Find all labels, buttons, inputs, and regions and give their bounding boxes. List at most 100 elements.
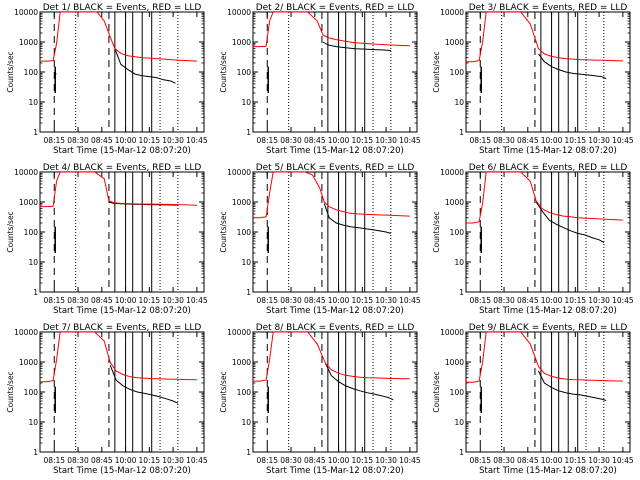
series-line-lld xyxy=(253,172,410,219)
y-axis-label: Counts/sec xyxy=(432,51,441,92)
y-axis-label: Counts/sec xyxy=(6,371,15,412)
y-axis-label: Counts/sec xyxy=(219,371,228,412)
y-tick-label: 10000 xyxy=(440,168,464,177)
y-tick-label: 1 xyxy=(246,288,251,297)
y-tick-label: 1 xyxy=(33,448,38,457)
y-tick-label: 100 xyxy=(237,68,252,77)
x-tick-label: 10:30 xyxy=(588,296,610,305)
panel-det-9: Det 9/ BLACK = Events, RED = LLD 1 10 100 10… xyxy=(432,323,634,476)
x-tick-label: 10:45 xyxy=(186,296,208,305)
x-tick-label: 10:15 xyxy=(565,136,587,145)
x-tick-label: 08:30 xyxy=(493,296,515,305)
series-group xyxy=(40,332,197,413)
panel-det-2: Det 2/ BLACK = Events, RED = LLD 1 10 100 10… xyxy=(219,3,421,156)
x-axis-label: Start Time (15-Mar-12 08:07:20) xyxy=(266,306,404,316)
marker-lines xyxy=(53,12,179,132)
series-group xyxy=(40,172,197,253)
x-tick-label: 08:15 xyxy=(43,456,65,465)
plot-frame xyxy=(465,331,631,453)
series-line-events xyxy=(538,53,607,80)
y-tick-label: 100 xyxy=(450,388,465,397)
y-tick-label: 100 xyxy=(450,228,465,237)
x-axis-label: Start Time (15-Mar-12 08:07:20) xyxy=(53,146,191,156)
x-tick-label: 08:15 xyxy=(469,456,491,465)
marker-lines xyxy=(479,332,605,452)
x-tick-label: 10:00 xyxy=(115,456,137,465)
y-axis-label: Counts/sec xyxy=(6,211,15,252)
x-tick-label: 10:00 xyxy=(541,456,563,465)
y-tick-label: 1000 xyxy=(19,38,38,47)
y-tick-label: 10000 xyxy=(440,8,464,17)
x-tick-label: 10:45 xyxy=(612,136,634,145)
y-tick-label: 10000 xyxy=(440,328,464,337)
series-line-lld xyxy=(40,332,197,383)
y-tick-label: 1000 xyxy=(232,198,251,207)
series-line-lld xyxy=(466,12,623,63)
series-line-lld xyxy=(466,332,623,383)
panel-title: Det 6/ BLACK = Events, RED = LLD xyxy=(469,163,628,173)
y-tick-label: 10000 xyxy=(14,328,38,337)
x-tick-label: 10:15 xyxy=(352,456,374,465)
marker-lines xyxy=(266,332,392,452)
y-tick-label: 1000 xyxy=(445,198,464,207)
panel-title: Det 9/ BLACK = Events, RED = LLD xyxy=(469,323,628,333)
x-axis-label: Start Time (15-Mar-12 08:07:20) xyxy=(53,466,191,476)
x-tick-label: 08:15 xyxy=(43,136,65,145)
series-line-lld xyxy=(40,12,197,62)
y-axis-label: Counts/sec xyxy=(219,211,228,252)
series-group xyxy=(253,332,410,413)
series-line-lld xyxy=(253,332,410,382)
x-tick-label: 08:45 xyxy=(517,456,539,465)
x-tick-label: 08:30 xyxy=(280,456,302,465)
x-tick-label: 08:15 xyxy=(256,456,278,465)
x-tick-label: 08:45 xyxy=(517,136,539,145)
x-tick-label: 08:15 xyxy=(469,296,491,305)
series-line-lld xyxy=(466,172,623,224)
series-group xyxy=(40,12,197,93)
x-tick-label: 10:45 xyxy=(186,456,208,465)
x-tick-label: 08:45 xyxy=(517,296,539,305)
y-tick-label: 10000 xyxy=(227,8,251,17)
series-line-lld xyxy=(40,172,197,208)
x-tick-label: 10:00 xyxy=(115,296,137,305)
x-tick-label: 10:15 xyxy=(352,136,374,145)
x-tick-label: 10:45 xyxy=(186,136,208,145)
y-tick-label: 10 xyxy=(241,98,251,107)
x-tick-label: 10:30 xyxy=(588,456,610,465)
x-tick-label: 08:30 xyxy=(67,456,89,465)
plot-frame xyxy=(39,331,205,453)
panel-title: Det 4/ BLACK = Events, RED = LLD xyxy=(43,163,202,173)
y-tick-label: 10 xyxy=(454,258,464,267)
y-tick-label: 100 xyxy=(24,228,39,237)
y-tick-label: 1000 xyxy=(19,358,38,367)
marker-lines xyxy=(53,332,179,452)
y-axis-label: Counts/sec xyxy=(219,51,228,92)
x-tick-label: 10:00 xyxy=(328,456,350,465)
y-tick-label: 1 xyxy=(246,128,251,137)
x-tick-label: 08:15 xyxy=(256,136,278,145)
x-tick-label: 10:45 xyxy=(612,456,634,465)
x-tick-label: 10:00 xyxy=(541,136,563,145)
y-tick-label: 1000 xyxy=(232,38,251,47)
x-tick-label: 10:00 xyxy=(328,136,350,145)
x-tick-label: 10:00 xyxy=(541,296,563,305)
y-tick-label: 100 xyxy=(24,68,39,77)
x-tick-label: 10:15 xyxy=(139,296,161,305)
y-tick-label: 10 xyxy=(454,98,464,107)
x-tick-label: 10:45 xyxy=(399,456,421,465)
plot-frame xyxy=(252,11,418,133)
x-tick-label: 08:30 xyxy=(493,136,515,145)
x-tick-label: 10:00 xyxy=(328,296,350,305)
x-tick-label: 08:30 xyxy=(493,456,515,465)
y-tick-label: 10000 xyxy=(227,168,251,177)
series-group xyxy=(466,172,623,253)
y-tick-label: 100 xyxy=(450,68,465,77)
x-tick-label: 08:30 xyxy=(280,136,302,145)
y-tick-label: 1 xyxy=(459,128,464,137)
x-tick-label: 10:15 xyxy=(565,296,587,305)
series-line-events xyxy=(538,370,607,401)
x-tick-label: 08:45 xyxy=(304,136,326,145)
y-tick-label: 10 xyxy=(28,98,38,107)
x-tick-label: 08:15 xyxy=(469,136,491,145)
